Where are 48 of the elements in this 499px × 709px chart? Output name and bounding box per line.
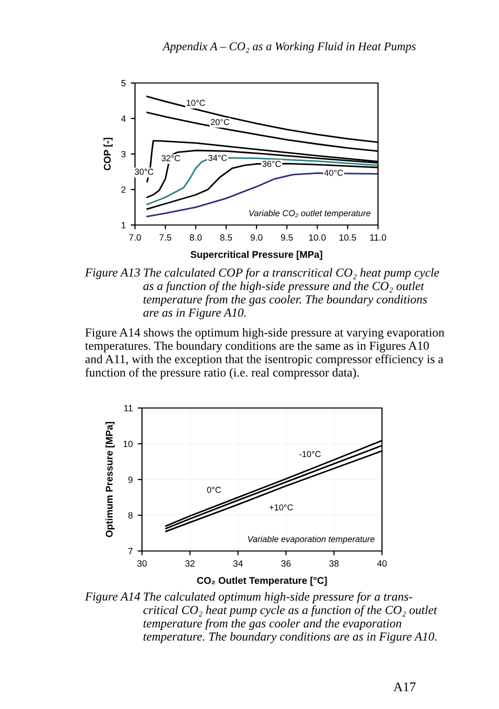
text: The calculated optimum high-side pressure for a trans- critical CO₂ heat pump cycle as a function of the CO₂ outlet temperature from the gas cooler and the evaporation temperature. The boundary conditions are as in Figure A10. [143,592,438,644]
x-tick-label: 38 [329,560,339,567]
y-tick-label: 2 [121,186,126,193]
x-tick-label: 7.0 [129,234,141,241]
caption: Figure A14 [84,592,140,604]
annotation: 30°C [134,168,154,175]
y-axis-title: COP [-] [104,138,113,170]
annotation: 10°C [186,100,206,106]
x-tick-label: 36 [281,560,291,567]
x-tick-label: 30 [137,560,147,567]
annotation: 36°C [262,160,281,167]
x-tick-label: 8.5 [220,234,232,241]
x-axis-title: Supercritical Pressure [MPa] [190,250,322,260]
annotation: Variable CO₂ outlet temperature [249,210,370,218]
annotation: 20°C [210,118,230,126]
annotation: +10°C [269,504,294,510]
y-axis-title: Optimum Pressure [MPa] [106,422,115,538]
annotation: 32°C [162,155,180,162]
annotation: -10°C [299,451,321,458]
x-tick-label: 10.0 [309,234,326,241]
x-tick-label: 11.0 [370,234,386,241]
y-tick-label: 5 [121,80,126,86]
x-tick-label: 7.5 [160,234,172,241]
annotation: 0°C [207,486,221,493]
y-tick-label: 4 [121,116,126,122]
text: Appendix A – CO₂ as a Working Fluid in Heat Pumps [162,42,416,53]
annotation: Variable evaporation temperature [248,536,374,544]
x-tick-label: 8.0 [190,234,202,241]
x-tick-label: 10.5 [340,234,356,241]
x-tick-label: 40 [377,560,387,567]
y-tick-label: 3 [121,150,126,158]
x-axis-title: CO₂ Outlet Temperature [°C] [197,576,327,586]
y-tick-label: 7 [128,548,133,554]
x-tick-label: 9.5 [281,234,293,241]
annotation: 40°C [324,170,343,176]
annotation: 34°C [208,154,227,161]
y-tick-label: 1 [122,222,126,228]
x-tick-label: 32 [185,560,195,567]
text: A17 [393,682,416,692]
y-tick-label: 9 [128,476,133,483]
y-tick-label: 11 [124,405,133,412]
x-tick-label: 34 [233,560,243,567]
x-tick-label: 9.0 [250,234,262,241]
caption: Figure A13 [84,268,140,280]
caption: Figure A14 shows the optimum high-side pressure at varying evaporation temperatures. The boundary conditions are the same as in Figures A10 and A11, with the exception that the isentropic compressor efficiency is a function of the pressure ratio (i.e. real compressor data). [85,328,444,380]
y-tick-label: 8 [128,512,133,519]
text: The calculated COP for a transcritical CO₂ heat pump cycle as a function of the high-side pressure and the CO₂ outlet temperature from the gas cooler. The boundary conditions are as in Figure A10. [143,268,440,320]
y-tick-label: 10 [124,440,133,448]
